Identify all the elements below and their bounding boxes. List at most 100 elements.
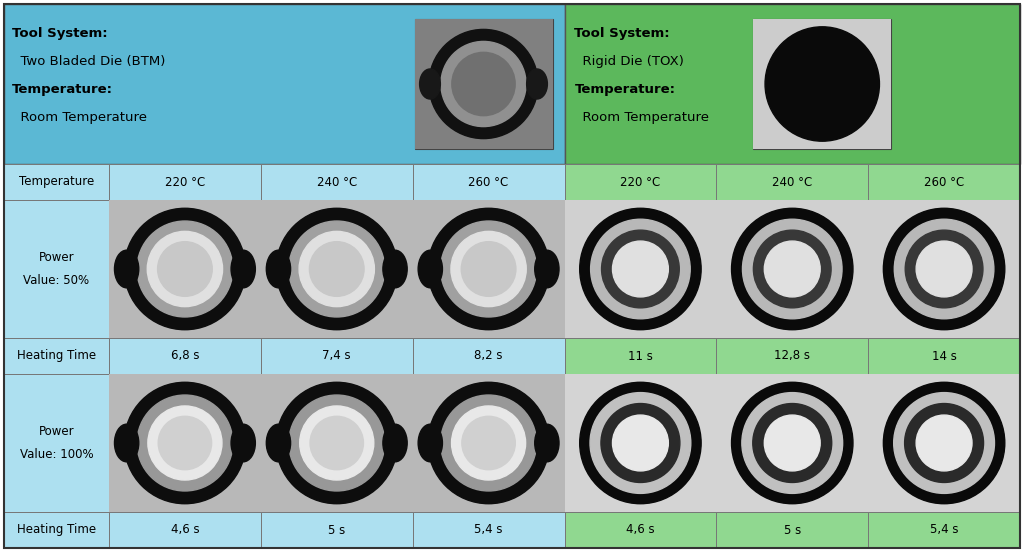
Circle shape xyxy=(429,29,538,139)
Circle shape xyxy=(137,221,232,317)
Bar xyxy=(564,200,717,338)
Bar xyxy=(109,374,261,512)
Text: 11 s: 11 s xyxy=(628,349,653,363)
Text: 220 °C: 220 °C xyxy=(621,176,660,188)
Text: Heating Time: Heating Time xyxy=(17,349,96,363)
Circle shape xyxy=(158,416,212,470)
Circle shape xyxy=(612,415,669,471)
Text: Heating Time: Heating Time xyxy=(17,523,96,537)
Text: 5,4 s: 5,4 s xyxy=(930,523,958,537)
Circle shape xyxy=(741,392,843,493)
Circle shape xyxy=(580,208,701,330)
Bar xyxy=(261,200,413,338)
Circle shape xyxy=(158,242,212,296)
Text: Temperature: Temperature xyxy=(18,176,94,188)
Ellipse shape xyxy=(266,250,291,288)
Bar xyxy=(4,374,109,512)
Text: 5 s: 5 s xyxy=(783,523,801,537)
Text: 260 °C: 260 °C xyxy=(924,176,965,188)
Bar xyxy=(564,512,717,548)
Circle shape xyxy=(300,406,374,480)
Bar xyxy=(717,164,868,200)
Bar xyxy=(109,512,261,548)
Text: 12,8 s: 12,8 s xyxy=(774,349,810,363)
Ellipse shape xyxy=(535,424,559,462)
Bar xyxy=(413,164,564,200)
Circle shape xyxy=(884,208,1005,330)
Bar xyxy=(4,200,109,338)
Bar xyxy=(413,512,564,548)
Text: 220 °C: 220 °C xyxy=(165,176,205,188)
Text: 4,6 s: 4,6 s xyxy=(626,523,654,537)
Bar xyxy=(4,4,564,164)
Text: Rigid Die (TOX): Rigid Die (TOX) xyxy=(574,56,684,68)
Ellipse shape xyxy=(231,424,255,462)
Circle shape xyxy=(764,415,820,471)
Bar xyxy=(109,200,261,338)
Circle shape xyxy=(753,404,831,482)
Text: 8,2 s: 8,2 s xyxy=(474,349,503,363)
Bar xyxy=(413,374,564,512)
Bar xyxy=(415,19,553,149)
Circle shape xyxy=(601,404,680,482)
Circle shape xyxy=(894,219,994,319)
Text: 5 s: 5 s xyxy=(328,523,345,537)
Bar xyxy=(564,338,717,374)
Ellipse shape xyxy=(266,424,291,462)
Bar xyxy=(868,200,1020,338)
Bar xyxy=(868,200,1020,338)
Circle shape xyxy=(440,395,537,491)
Text: Temperature:: Temperature: xyxy=(574,83,676,97)
Text: 7,4 s: 7,4 s xyxy=(323,349,351,363)
Circle shape xyxy=(612,241,669,297)
Circle shape xyxy=(784,46,860,122)
Circle shape xyxy=(124,383,246,504)
Text: 240 °C: 240 °C xyxy=(316,176,357,188)
Circle shape xyxy=(591,219,690,319)
Circle shape xyxy=(276,208,397,330)
Bar xyxy=(261,374,413,512)
Circle shape xyxy=(462,416,515,470)
Circle shape xyxy=(440,221,537,317)
Ellipse shape xyxy=(231,250,255,288)
Bar xyxy=(564,164,717,200)
Text: Two Bladed Die (BTM): Two Bladed Die (BTM) xyxy=(12,56,165,68)
Circle shape xyxy=(580,383,701,504)
Bar xyxy=(717,200,868,338)
Bar xyxy=(415,19,553,149)
Bar xyxy=(564,374,717,512)
Text: Room Temperature: Room Temperature xyxy=(574,112,710,125)
Circle shape xyxy=(299,231,375,307)
Circle shape xyxy=(804,66,841,102)
Circle shape xyxy=(452,52,515,116)
Bar xyxy=(413,200,564,338)
Text: Value: 50%: Value: 50% xyxy=(24,274,89,286)
Text: Tool System:: Tool System: xyxy=(12,28,108,40)
Bar xyxy=(564,4,1020,164)
Bar xyxy=(868,374,1020,512)
Circle shape xyxy=(916,415,972,471)
Circle shape xyxy=(894,392,994,493)
Bar xyxy=(413,200,564,338)
Bar xyxy=(868,338,1020,374)
Ellipse shape xyxy=(420,69,440,99)
Bar xyxy=(717,512,868,548)
Circle shape xyxy=(147,231,222,307)
Bar xyxy=(261,200,413,338)
Text: Tool System:: Tool System: xyxy=(574,28,670,40)
Text: 240 °C: 240 °C xyxy=(772,176,812,188)
Bar xyxy=(261,164,413,200)
Bar xyxy=(4,164,109,200)
Circle shape xyxy=(731,208,853,330)
Circle shape xyxy=(147,406,222,480)
Bar xyxy=(717,338,868,374)
Ellipse shape xyxy=(383,250,408,288)
Text: Temperature:: Temperature: xyxy=(12,83,113,97)
Circle shape xyxy=(461,242,516,296)
Ellipse shape xyxy=(115,250,139,288)
Bar xyxy=(868,374,1020,512)
Circle shape xyxy=(428,383,549,504)
Circle shape xyxy=(742,219,842,319)
Bar xyxy=(868,164,1020,200)
Bar xyxy=(261,512,413,548)
